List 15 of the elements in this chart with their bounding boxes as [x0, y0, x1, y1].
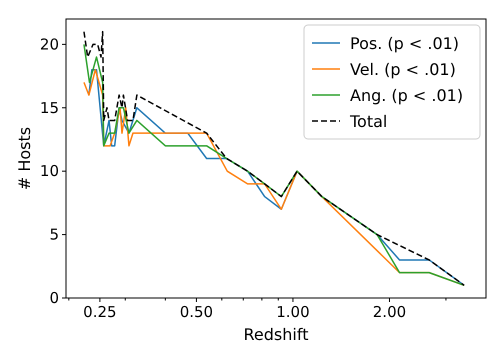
legend-label: Pos. (p < .01)	[350, 34, 460, 53]
x-tick-label: 0.25	[83, 303, 117, 321]
y-tick-label: 20	[40, 35, 59, 54]
y-tick-label: 15	[40, 98, 59, 117]
x-tick-label: 0.50	[180, 303, 214, 321]
y-tick-label: 10	[40, 162, 59, 180]
x-axis-title: Redshift	[244, 325, 308, 344]
y-tick-label: 5	[49, 226, 59, 244]
legend-label: Ang. (p < .01)	[350, 86, 464, 105]
y-axis-title: # Hosts	[15, 126, 34, 190]
x-tick-label: 1.00	[276, 303, 310, 321]
x-tick-label: 2.00	[372, 303, 406, 321]
y-tick-label: 0	[49, 289, 59, 307]
legend-label: Vel. (p < .01)	[350, 60, 456, 79]
legend-label: Total	[349, 112, 388, 131]
